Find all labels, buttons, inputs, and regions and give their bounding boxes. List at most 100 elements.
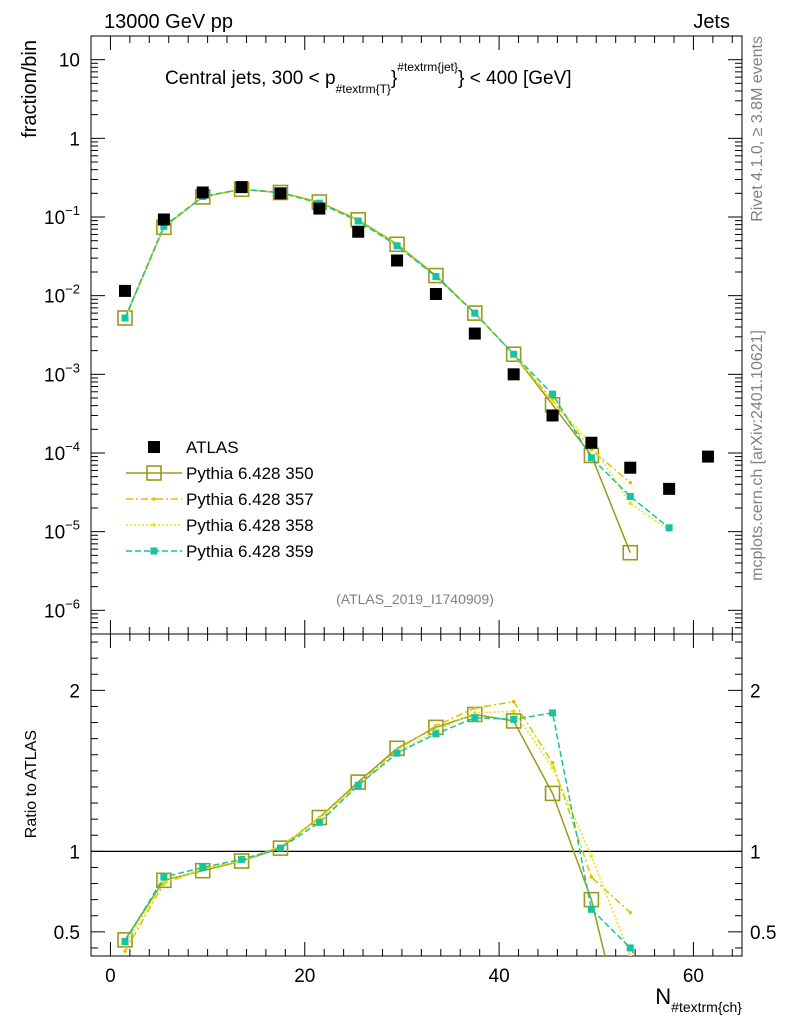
main-point xyxy=(428,267,444,284)
ratio-point xyxy=(315,818,323,826)
atlas-point xyxy=(624,461,637,474)
y-axis-label-main: fraction/bin xyxy=(19,40,41,138)
ratio-point xyxy=(472,711,477,715)
x-tick-label: 60 xyxy=(683,966,704,987)
main-point xyxy=(628,501,633,506)
ratio-line xyxy=(124,712,636,956)
y-tick-label: 2 xyxy=(69,681,80,702)
main-point xyxy=(550,399,555,404)
y-axis-label-ratio: Ratio to ATLAS xyxy=(23,730,40,838)
atlas-point xyxy=(196,186,209,199)
y-tick-label: 1 xyxy=(69,842,80,863)
main-point xyxy=(589,447,594,452)
y-tick-label: 0.5 xyxy=(54,923,80,944)
main-point xyxy=(354,217,362,225)
atlas-point xyxy=(313,202,326,215)
x-tick-label: 20 xyxy=(294,966,315,987)
ratio-point xyxy=(510,715,518,723)
main-point xyxy=(121,314,129,322)
ratio-point xyxy=(604,973,618,987)
header-right: Jets xyxy=(693,11,730,33)
atlas-point xyxy=(507,368,520,381)
ratio-point xyxy=(587,905,595,913)
atlas-point xyxy=(701,450,714,463)
y-tick-label-right: 0.5 xyxy=(750,923,776,944)
legend-label: Pythia 6.428 350 xyxy=(186,464,314,483)
y-tick-label: 10−6 xyxy=(44,596,80,622)
ratio-point xyxy=(121,938,129,946)
ratio-point xyxy=(550,765,555,770)
ratio-point xyxy=(471,714,479,722)
ratio-point xyxy=(511,709,516,714)
main-point xyxy=(626,492,634,500)
ratio-line xyxy=(124,713,606,956)
y-tick-label: 1 xyxy=(69,129,80,150)
main-point xyxy=(432,273,440,281)
legend-swatch-marker xyxy=(152,523,156,527)
atlas-point xyxy=(119,284,132,297)
ratio-point xyxy=(350,774,367,790)
legend-swatch-atlas xyxy=(148,441,160,453)
atlas-point xyxy=(546,409,559,422)
y-tick-label: 10−5 xyxy=(44,518,80,544)
ratio-point xyxy=(589,875,594,879)
atlas-point xyxy=(663,482,676,495)
atlas-point xyxy=(585,436,598,449)
y-tick-label-right: 2 xyxy=(750,681,761,702)
ratio-point xyxy=(646,977,653,984)
y-tick-label: 10−2 xyxy=(44,282,80,308)
ratio-point xyxy=(511,699,516,704)
ratio-point xyxy=(160,873,168,881)
ratio-line xyxy=(124,710,631,956)
ratio-point xyxy=(272,840,289,856)
main-point xyxy=(117,310,133,326)
x-axis-label: N#textrm{ch} xyxy=(655,984,742,1015)
ratio-point xyxy=(550,761,555,765)
ratio-point xyxy=(628,910,633,915)
main-point xyxy=(628,480,633,485)
ratio-point xyxy=(238,855,246,863)
ratio-line xyxy=(124,700,631,952)
x-tick-label: 0 xyxy=(105,966,116,987)
ratio-point xyxy=(393,749,401,757)
ratio-point xyxy=(194,862,211,879)
ratio-point xyxy=(117,932,133,948)
ratio-point xyxy=(628,954,633,956)
atlas-point xyxy=(274,187,287,200)
legend-label-atlas: ATLAS xyxy=(186,438,239,457)
header-left: 13000 GeV pp xyxy=(104,11,233,33)
ratio-point xyxy=(626,944,634,952)
ratio-series xyxy=(117,706,618,987)
ratio-point xyxy=(589,854,594,858)
main-point xyxy=(622,544,639,561)
ratio-point xyxy=(505,713,522,729)
atlas-point xyxy=(352,225,365,238)
rivet-label: Rivet 4.1.0, ≥ 3.8M events xyxy=(749,36,766,222)
main-point xyxy=(665,524,673,532)
main-title: Central jets, 300 < p#textrm{T}}#textrm{… xyxy=(165,60,572,96)
y-tick-label: 10−4 xyxy=(44,439,80,465)
atlas-point xyxy=(468,327,481,340)
ratio-point xyxy=(162,880,166,884)
y-tick-label: 10−3 xyxy=(44,360,80,386)
watermark: (ATLAS_2019_I1740909) xyxy=(336,591,494,607)
legend-swatch-marker xyxy=(152,497,156,501)
ratio-series xyxy=(123,709,633,956)
main-point xyxy=(510,350,518,358)
legend-label: Pythia 6.428 359 xyxy=(186,542,314,561)
atlas-point xyxy=(235,181,248,194)
legend-label: Pythia 6.428 357 xyxy=(186,490,314,509)
main-panel: 10 1 10−1 10−2 10−3 10−4 10−5 10−6 xyxy=(44,35,743,956)
ratio-point xyxy=(432,730,440,738)
ratio-point xyxy=(199,863,207,871)
legend-label: Pythia 6.428 358 xyxy=(186,516,314,535)
main-point xyxy=(549,390,557,398)
ratio-point xyxy=(276,844,284,852)
atlas-point xyxy=(391,254,404,267)
main-point xyxy=(389,236,405,253)
ratio-point xyxy=(549,709,557,717)
ratio-point xyxy=(354,781,362,789)
legend-swatch-marker xyxy=(150,547,158,555)
ratio-point xyxy=(123,949,127,953)
x-tick-label: 40 xyxy=(489,966,510,987)
